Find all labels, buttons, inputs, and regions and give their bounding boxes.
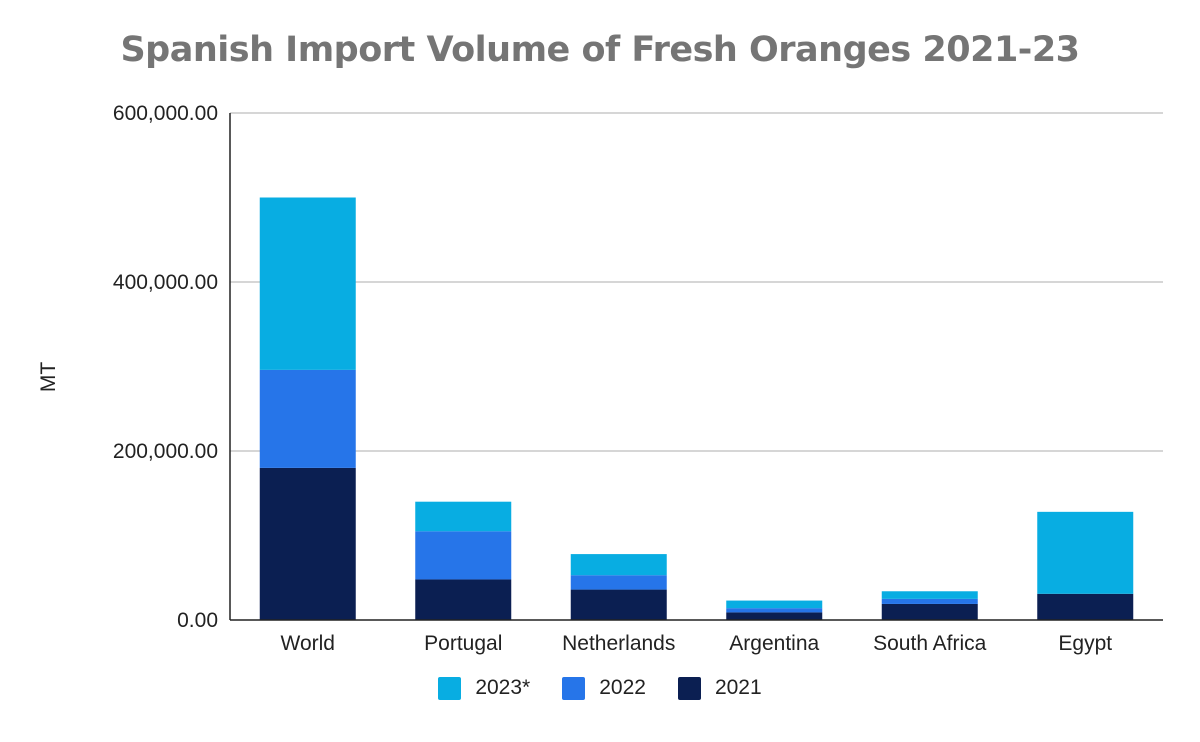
y-tick-label: 400,000.00	[113, 271, 218, 294]
legend-item[interactable]: 2023*	[438, 676, 530, 700]
legend-item[interactable]: 2022	[562, 676, 646, 700]
legend-swatch	[677, 676, 701, 700]
legend-label: 2022	[599, 676, 646, 699]
gridlines	[230, 112, 1163, 452]
bar-segment-2022-netherlands[interactable]	[570, 575, 667, 590]
tick-labels: 0.00 200,000.00 400,000.00 600,000.00 World P…	[113, 102, 1112, 655]
bar-segment-2023-portugal[interactable]	[415, 501, 512, 532]
bar-segment-2023-argentina[interactable]	[726, 600, 823, 609]
chart-title: Spanish Import Volume of Fresh Oranges 2…	[120, 30, 1080, 70]
bar-segment-2022-portugal[interactable]	[415, 531, 512, 580]
bar-segment-2022-south-africa[interactable]	[881, 598, 978, 604]
y-tick-label: 200,000.00	[113, 440, 218, 463]
legend: 2023* 2022 2021	[0, 676, 1200, 700]
bar-segment-2021-argentina[interactable]	[726, 612, 823, 620]
bar-segment-2023-world[interactable]	[259, 197, 356, 370]
legend-swatch	[562, 676, 586, 700]
bars	[259, 197, 1134, 620]
x-tick-label: World	[281, 632, 335, 655]
x-tick-label: Netherlands	[562, 632, 675, 655]
bar-segment-2021-netherlands[interactable]	[570, 589, 667, 620]
y-tick-label: 600,000.00	[113, 102, 218, 125]
bar-segment-2022-argentina[interactable]	[726, 608, 823, 613]
bar-segment-2022-world[interactable]	[259, 369, 356, 468]
bar-segment-2021-south-africa[interactable]	[881, 603, 978, 620]
bar-segment-2021-world[interactable]	[259, 467, 356, 620]
bar-segment-2021-portugal[interactable]	[415, 579, 512, 620]
legend-label: 2021	[714, 676, 762, 699]
x-tick-label: Argentina	[729, 632, 819, 655]
bar-segment-2023-netherlands[interactable]	[570, 554, 667, 576]
bar-segment-2023-south-africa[interactable]	[881, 591, 978, 599]
x-tick-label: Portugal	[424, 632, 502, 655]
bar-segment-2023-egypt[interactable]	[1037, 511, 1134, 594]
axes	[229, 113, 1163, 621]
y-tick-label: 0.00	[177, 609, 218, 632]
x-tick-label: Egypt	[1058, 632, 1112, 655]
legend-item[interactable]: 2021	[677, 676, 762, 700]
legend-swatch	[438, 676, 462, 700]
legend-label: 2023*	[475, 676, 531, 699]
x-tick-label: South Africa	[873, 632, 987, 655]
bar-segment-2021-egypt[interactable]	[1037, 593, 1134, 620]
